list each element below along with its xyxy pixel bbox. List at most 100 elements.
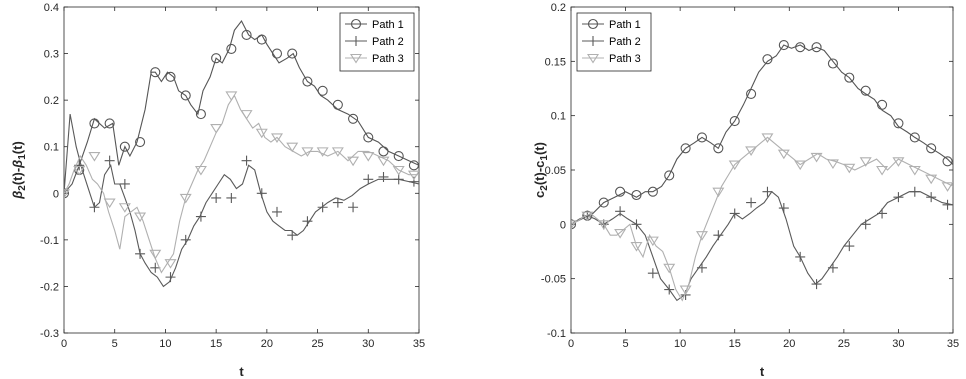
data-point-path-2 bbox=[211, 192, 222, 203]
data-point-path-2 bbox=[860, 219, 871, 230]
data-point-path-1 bbox=[647, 186, 658, 197]
x-tick-label: 20 bbox=[261, 338, 273, 350]
data-point-path-3 bbox=[134, 212, 147, 223]
data-point-path-2 bbox=[746, 197, 757, 208]
data-point-path-2 bbox=[909, 186, 920, 197]
y-tick-label: 0.05 bbox=[545, 165, 566, 177]
data-point-path-1 bbox=[135, 137, 146, 148]
data-point-path-3 bbox=[377, 156, 390, 167]
data-point-path-1 bbox=[778, 39, 789, 51]
data-point-path-1 bbox=[926, 143, 937, 154]
data-point-path-3 bbox=[118, 203, 131, 213]
data-point-path-3 bbox=[908, 165, 921, 176]
y-tick-label: -0.1 bbox=[40, 235, 59, 247]
data-point-path-3 bbox=[88, 151, 101, 162]
data-point-path-1 bbox=[89, 118, 100, 129]
y-tick-label: 0.3 bbox=[44, 49, 59, 61]
data-point-path-3 bbox=[392, 165, 405, 176]
x-tick-label: 25 bbox=[838, 338, 850, 350]
data-point-path-1 bbox=[287, 48, 298, 59]
data-point-path-2 bbox=[631, 219, 642, 230]
data-point-path-1 bbox=[363, 132, 374, 143]
data-point-path-1 bbox=[615, 186, 626, 197]
x-axis-label: t bbox=[239, 364, 244, 379]
x-tick-label: 5 bbox=[623, 338, 629, 350]
data-point-path-1 bbox=[893, 118, 904, 129]
x-tick-label: 0 bbox=[61, 338, 67, 350]
data-point-path-2 bbox=[926, 192, 937, 203]
data-point-path-3 bbox=[240, 110, 253, 120]
series-line-path-2 bbox=[64, 113, 419, 288]
y-tick-label: -0.3 bbox=[40, 328, 59, 340]
data-point-path-3 bbox=[761, 133, 774, 143]
data-point-path-2 bbox=[226, 192, 237, 203]
data-point-path-2 bbox=[811, 279, 822, 290]
data-point-path-2 bbox=[378, 171, 389, 182]
data-point-path-1 bbox=[150, 67, 161, 78]
data-point-path-1 bbox=[909, 132, 920, 143]
data-point-path-2 bbox=[195, 211, 206, 222]
data-point-path-1 bbox=[104, 118, 115, 129]
y-tick-label: -0.05 bbox=[541, 274, 566, 286]
data-point-path-3 bbox=[347, 156, 360, 167]
data-point-path-2 bbox=[363, 174, 374, 185]
x-axis-label: t bbox=[760, 364, 765, 379]
data-point-path-3 bbox=[597, 220, 610, 230]
data-point-path-2 bbox=[317, 202, 328, 213]
data-point-path-2 bbox=[89, 202, 100, 213]
data-point-path-3 bbox=[194, 165, 207, 176]
data-point-path-2 bbox=[302, 216, 313, 227]
series-line-path-3 bbox=[571, 136, 953, 302]
y-tick-label: -0.1 bbox=[547, 328, 566, 340]
data-point-path-1 bbox=[746, 88, 757, 99]
y-tick-label: 0.1 bbox=[44, 142, 59, 154]
data-point-path-3 bbox=[663, 263, 676, 274]
x-tick-label: 30 bbox=[892, 338, 904, 350]
data-point-path-3 bbox=[407, 170, 419, 181]
data-point-path-3 bbox=[210, 124, 223, 134]
data-point-path-3 bbox=[581, 211, 594, 222]
data-point-path-2 bbox=[272, 206, 282, 217]
data-point-path-2 bbox=[165, 272, 176, 283]
legend-label-path-2: Path 2 bbox=[372, 36, 404, 48]
data-point-path-3 bbox=[712, 187, 725, 198]
data-point-path-1 bbox=[713, 143, 724, 154]
data-point-path-1 bbox=[762, 54, 773, 65]
y-tick-label: 0.15 bbox=[545, 56, 566, 68]
y-axis-label-part: β bbox=[10, 160, 25, 169]
y-tick-label: 0.2 bbox=[551, 2, 566, 14]
data-point-path-1 bbox=[226, 43, 237, 54]
x-tick-label: 15 bbox=[729, 338, 741, 350]
y-axis-label-part: (t) bbox=[10, 141, 25, 154]
data-point-path-3 bbox=[286, 142, 299, 153]
data-point-path-1 bbox=[860, 85, 871, 96]
x-tick-label: 15 bbox=[210, 338, 222, 350]
x-tick-label: 35 bbox=[947, 338, 959, 350]
data-point-path-3 bbox=[679, 285, 692, 296]
data-point-path-2 bbox=[942, 199, 953, 210]
data-point-path-3 bbox=[64, 189, 70, 199]
data-point-path-3 bbox=[271, 133, 283, 143]
data-point-path-1 bbox=[811, 42, 822, 53]
data-point-path-2 bbox=[180, 234, 191, 245]
data-point-path-1 bbox=[348, 113, 359, 124]
data-point-path-3 bbox=[646, 236, 659, 247]
data-point-path-2 bbox=[256, 188, 267, 199]
data-point-path-3 bbox=[255, 128, 268, 139]
x-tick-label: 25 bbox=[311, 338, 323, 350]
data-point-path-1 bbox=[795, 42, 806, 53]
data-point-path-3 bbox=[73, 165, 86, 176]
data-point-path-1 bbox=[408, 160, 419, 171]
data-point-path-1 bbox=[378, 146, 389, 157]
data-point-path-2 bbox=[332, 197, 343, 208]
y-tick-label: 0.1 bbox=[551, 111, 566, 123]
legend-label-path-3: Path 3 bbox=[609, 53, 641, 65]
legend-label-path-1: Path 1 bbox=[372, 19, 404, 31]
data-point-path-2 bbox=[696, 262, 707, 273]
y-tick-label: 0 bbox=[560, 219, 566, 231]
data-point-path-2 bbox=[778, 203, 789, 214]
data-point-path-3 bbox=[331, 147, 344, 157]
data-point-path-2 bbox=[241, 155, 252, 166]
data-point-path-1 bbox=[195, 109, 206, 120]
